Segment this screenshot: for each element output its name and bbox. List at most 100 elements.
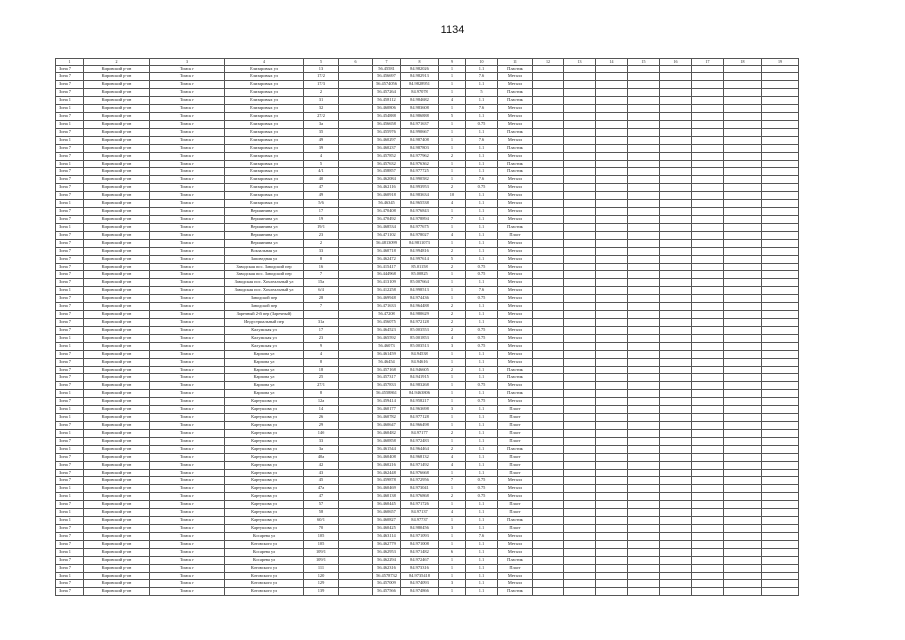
latitude-cell: 56.456697 <box>372 72 401 82</box>
container-count-cell: 1 <box>438 175 466 185</box>
empty-cell <box>659 341 692 351</box>
district-cell: Кировский р-он <box>83 587 150 597</box>
empty-cell <box>659 460 692 470</box>
material-cell: Металл <box>497 318 533 327</box>
empty-cell <box>563 246 596 256</box>
empty-cell <box>659 230 692 240</box>
latitude-cell: 56.462084 <box>372 175 401 185</box>
container-count-cell: 1 <box>438 127 466 137</box>
house-cell: 49 <box>303 191 339 201</box>
empty-cell <box>338 468 373 478</box>
material-cell: Пластик <box>497 444 533 454</box>
empty-cell <box>659 492 692 502</box>
empty-cell <box>563 389 596 399</box>
empty-cell <box>595 286 628 296</box>
empty-cell <box>563 563 596 573</box>
material-cell: Металл <box>497 112 533 121</box>
empty-cell <box>627 357 660 367</box>
empty-cell <box>338 381 373 391</box>
empty-cell <box>723 420 762 430</box>
house-cell: 8 <box>303 389 339 399</box>
table-row: Зона 7 Кировский р-он Томск г Индустриальны… <box>55 318 799 327</box>
container-count-cell: 1 <box>438 389 466 399</box>
empty-cell <box>338 436 373 446</box>
latitude-cell: 56.415417 <box>372 262 401 272</box>
empty-cell <box>659 199 692 209</box>
longitude-cell: 85.003513 <box>400 341 439 351</box>
empty-cell <box>338 64 373 74</box>
empty-cell <box>723 127 762 137</box>
longitude-cell: 84.972467 <box>400 555 439 565</box>
empty-cell <box>761 127 799 137</box>
empty-cell <box>627 151 660 161</box>
table-row: Зона 7 Кировский р-он Томск г Елизаровых ул… <box>55 88 799 98</box>
house-cell: 139 <box>303 587 339 597</box>
table-row: Зона 7 Кировский р-он Томск г Елизаровых ул… <box>55 175 799 185</box>
empty-cell <box>627 420 660 430</box>
material-cell: Металл <box>497 579 533 589</box>
container-count-cell: 1 <box>438 539 466 549</box>
house-cell: 4 <box>303 349 339 359</box>
empty-cell <box>532 349 564 359</box>
empty-cell <box>563 127 596 137</box>
empty-cell <box>563 310 596 319</box>
empty-cell <box>532 191 564 201</box>
empty-cell <box>338 508 373 518</box>
empty-cell <box>627 294 660 304</box>
empty-cell <box>338 310 373 319</box>
empty-cell <box>532 262 564 272</box>
zone-cell: Зона 7 <box>55 80 84 90</box>
house-cell: 111 <box>303 563 339 573</box>
street-cell: Карпова ул <box>224 349 304 359</box>
empty-cell <box>532 531 564 541</box>
empty-cell <box>532 294 564 304</box>
latitude-cell: 56.470408 <box>372 207 401 217</box>
street-cell: Заводская пос. Заводский пер <box>224 262 304 272</box>
empty-cell <box>338 294 373 304</box>
latitude-cell: 56.460858 <box>372 436 401 446</box>
empty-cell <box>595 531 628 541</box>
house-cell: 42 <box>303 460 339 470</box>
empty-cell <box>595 436 628 446</box>
table-row: Зона 7 Кировский р-он Томск г Елизаровых ул… <box>55 143 799 153</box>
empty-cell <box>761 365 799 375</box>
zone-cell: Зона 7 <box>55 365 84 375</box>
district-cell: Кировский р-он <box>83 175 150 185</box>
empty-cell <box>595 167 628 177</box>
empty-cell <box>659 389 692 399</box>
house-cell: 31 <box>303 96 339 106</box>
empty-cell <box>691 500 724 510</box>
house-cell: 43 <box>303 468 339 478</box>
house-cell: 26 <box>303 413 339 422</box>
empty-cell <box>338 413 373 422</box>
empty-cell <box>563 215 596 224</box>
empty-cell <box>691 286 724 296</box>
material-cell: Пластик <box>497 555 533 565</box>
empty-cell <box>691 88 724 98</box>
longitude-cell: 84.980629 <box>400 310 439 319</box>
table-row: Зона 7 Кировский р-он Томск г Картушова ул 4… <box>55 452 799 462</box>
empty-cell <box>659 571 692 581</box>
district-cell: Кировский р-он <box>83 436 150 446</box>
volume-cell: 1.1 <box>465 112 498 121</box>
empty-cell <box>761 571 799 581</box>
empty-cell <box>659 436 692 446</box>
empty-cell <box>595 508 628 518</box>
empty-cell <box>691 151 724 161</box>
empty-cell <box>691 484 724 494</box>
city-cell: Томск г <box>149 222 225 232</box>
container-count-cell: 2 <box>438 310 466 319</box>
table-row: Зона 7 Кировский р-он Томск г Вершинина ул 2… <box>55 238 799 248</box>
empty-cell <box>532 318 564 327</box>
empty-cell <box>338 119 373 129</box>
empty-cell <box>338 80 373 90</box>
empty-cell <box>723 571 762 581</box>
city-cell: Томск г <box>149 547 225 557</box>
longitude-cell: 84.973316 <box>400 563 439 573</box>
house-cell: 23 <box>303 333 339 343</box>
zone-cell: Зона 1 <box>55 286 84 296</box>
city-cell: Томск г <box>149 381 225 391</box>
house-cell: 12а <box>303 397 339 407</box>
empty-cell <box>595 135 628 145</box>
empty-cell <box>627 143 660 153</box>
